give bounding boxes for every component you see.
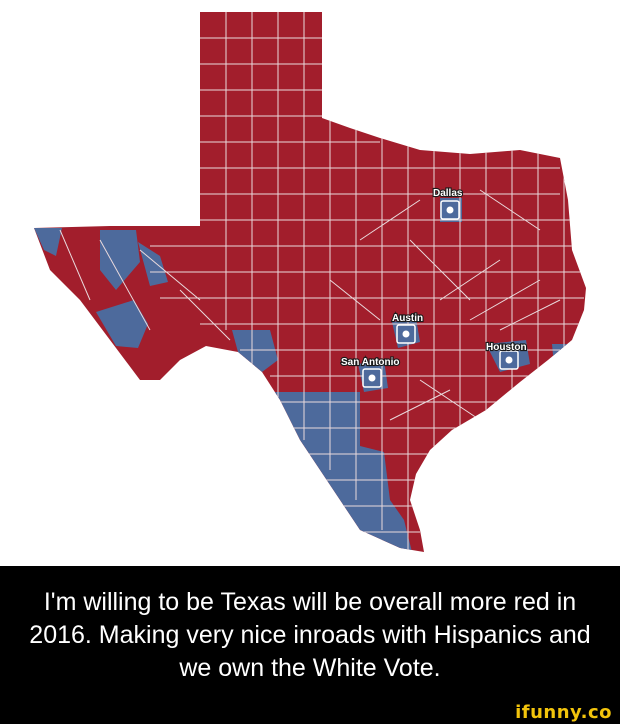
city-label-houston: Houston [486, 342, 527, 353]
city-label-san-antonio: San Antonio [341, 357, 400, 368]
county-boundaries [59, 12, 584, 552]
caption-band: I'm willing to be Texas will be overall … [0, 566, 620, 704]
city-label-dallas: Dallas [433, 188, 463, 199]
county-region-jefferson-blue [552, 344, 576, 366]
city-marker-dallas: Dallas [432, 187, 464, 220]
map-svg: Dallas Austin San Antonio Houston [34, 12, 586, 552]
city-label-austin: Austin [392, 313, 423, 324]
county-region-west-blue [34, 228, 62, 256]
city-markers: Dallas Austin San Antonio Houston [340, 187, 528, 388]
county-region-south-texas-blue [270, 392, 412, 552]
texas-state-shape [34, 12, 586, 552]
county-region-big-bend-blue [96, 300, 148, 348]
ifunny-watermark-logo: ifunny.co [515, 702, 612, 723]
caption-text: I'm willing to be Texas will be overall … [29, 587, 591, 682]
city-marker-houston: Houston [485, 341, 528, 370]
texas-county-map: Dallas Austin San Antonio Houston [34, 12, 586, 552]
city-marker-san-antonio: San Antonio [340, 356, 401, 388]
county-region-maverick-blue [232, 330, 278, 372]
county-region-trans-pecos-blue [100, 230, 140, 290]
county-region-presidio-blue [138, 242, 168, 286]
city-marker-austin: Austin [391, 312, 424, 344]
footer-bar [0, 704, 620, 724]
